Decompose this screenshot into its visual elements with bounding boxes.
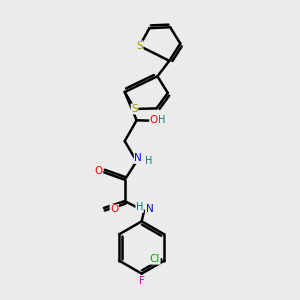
Text: N: N xyxy=(146,204,153,214)
Text: Cl: Cl xyxy=(150,254,160,264)
Text: H: H xyxy=(158,115,166,125)
Text: H: H xyxy=(136,202,143,212)
Text: O: O xyxy=(110,204,118,214)
Text: H: H xyxy=(145,156,152,166)
Text: N: N xyxy=(134,153,142,163)
Text: O: O xyxy=(94,166,103,176)
Text: F: F xyxy=(139,276,145,286)
Text: O: O xyxy=(150,115,158,125)
Text: S: S xyxy=(136,41,143,51)
Text: S: S xyxy=(131,104,138,114)
